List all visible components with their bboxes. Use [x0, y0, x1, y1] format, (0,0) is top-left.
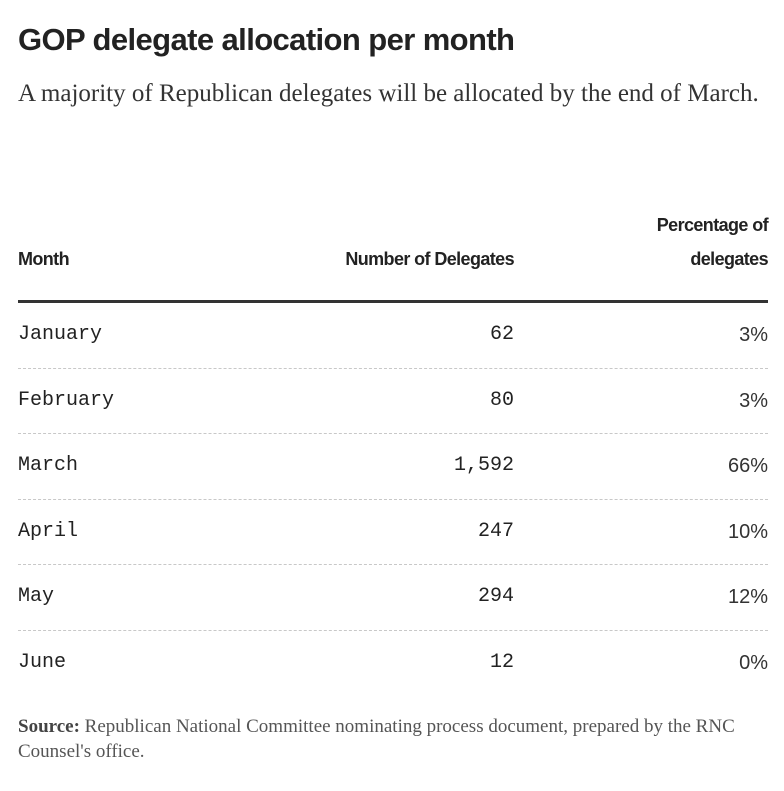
cell-percentage: 10% — [727, 520, 768, 543]
source-text: Republican National Committee nominating… — [18, 716, 735, 762]
cell-month: June — [18, 650, 67, 674]
source-label: Source: — [18, 716, 80, 737]
table-header: Month Number of Delegates Percentage of … — [18, 214, 769, 303]
cell-percentage: 3% — [739, 324, 768, 346]
cell-month: May — [18, 585, 55, 608]
table-row: March 1,592 66% — [18, 434, 768, 500]
table-row: February 80 3% — [18, 369, 768, 434]
chart-title: GOP delegate allocation per month — [18, 22, 515, 57]
table-body: January 62 3% February 80 3% March 1,592 66% Apri… — [18, 303, 768, 695]
header-percentage-of-delegates: Percentage of delegates — [656, 215, 769, 269]
header-number-of-delegates: Number of Delegates — [345, 249, 514, 269]
cell-month: February — [18, 388, 115, 412]
chart-subtitle: A majority of Republican delegates will … — [18, 80, 759, 107]
cell-percentage: 0% — [739, 651, 768, 674]
cell-delegates: 12 — [489, 650, 514, 674]
delegate-table: Month Number of Delegates Percentage of … — [18, 214, 769, 695]
cell-percentage: 3% — [739, 389, 768, 412]
source-note: Source: Republican National Committee no… — [18, 714, 778, 764]
cell-percentage: 66% — [727, 455, 768, 477]
table-row: May 294 12% — [18, 565, 768, 631]
header-month: Month — [18, 249, 70, 269]
table-row: April 247 10% — [18, 500, 768, 565]
cell-delegates: 294 — [477, 585, 514, 608]
cell-month: March — [18, 454, 79, 477]
cell-month: January — [18, 323, 103, 346]
cell-delegates: 80 — [489, 388, 514, 412]
table-row: January 62 3% — [18, 303, 768, 369]
cell-delegates: 247 — [477, 519, 514, 543]
cell-delegates: 1,592 — [453, 454, 514, 477]
cell-month: April — [18, 519, 79, 543]
cell-delegates: 62 — [489, 323, 514, 346]
table-row: June 12 0% — [18, 631, 768, 696]
cell-percentage: 12% — [727, 586, 768, 608]
